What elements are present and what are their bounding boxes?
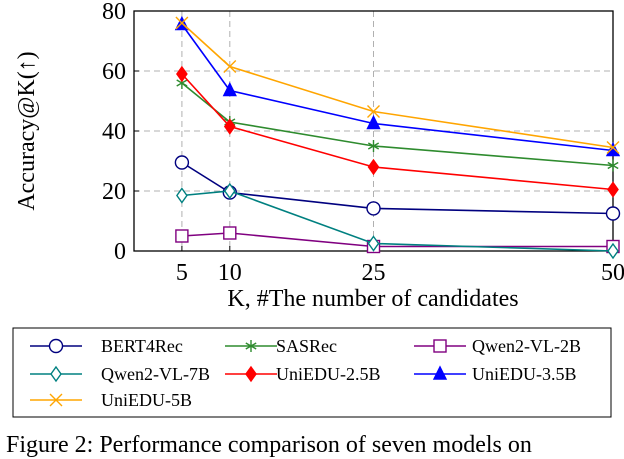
y-tick-label: 20 [102, 179, 126, 205]
y-axis-label: Accuracy@K(↑) [14, 51, 40, 210]
data-point [223, 60, 237, 73]
legend-label: UniEDU-5B [101, 390, 192, 410]
series-uniedu-2-5b [176, 65, 619, 198]
series-line [181, 82, 614, 167]
y-tick-label: 0 [114, 239, 126, 265]
legend-item-qwen2-vl-7b: Qwen2-VL-7B [30, 364, 210, 384]
legend-label: Qwen2-VL-7B [101, 364, 210, 384]
legend-label: Qwen2-VL-2B [472, 336, 581, 356]
data-point [367, 105, 380, 118]
data-point [366, 201, 381, 216]
data-point [367, 158, 380, 176]
data-point [606, 141, 620, 154]
legend-label: BERT4Rec [101, 336, 183, 356]
legend-marker [432, 365, 448, 380]
legend-item-qwen2-vl-2b: Qwen2-VL-2B [414, 336, 581, 356]
series-uniedu-5b [175, 16, 620, 154]
data-point [367, 140, 380, 152]
series-qwen2-vl-7b [176, 182, 619, 260]
series-bert4rec [174, 155, 621, 221]
series-line [181, 190, 614, 252]
series-group [174, 15, 621, 260]
y-tick-label: 60 [102, 59, 126, 85]
x-axis-label: K, #The number of candidates [227, 286, 518, 312]
legend-frame [12, 327, 612, 418]
x-tick-label: 25 [362, 260, 386, 286]
y-tick-label: 80 [102, 0, 126, 25]
data-point [176, 65, 188, 83]
legend-marker [245, 340, 257, 352]
data-point [223, 118, 236, 135]
y-tick-label: 40 [102, 119, 126, 145]
legend-item-uniedu-3-5b: UniEDU-3.5B [414, 364, 577, 384]
legend-label: UniEDU-2.5B [276, 364, 381, 384]
x-tick-label: 5 [176, 260, 188, 286]
series-sasrec [176, 77, 619, 172]
legend-item-bert4rec: BERT4Rec [30, 336, 183, 356]
legend: BERT4Rec SASRec Qwen2-VL-2B Qwen2-VL-7B UniE… [12, 327, 612, 418]
legend-item-uniedu-5b: UniEDU-5B [30, 390, 192, 410]
data-point [176, 187, 188, 204]
legend-marker [245, 365, 257, 383]
data-point [175, 229, 189, 243]
figure-caption: Figure 2: Performance comparison of seve… [6, 432, 532, 458]
legend-marker [50, 365, 62, 383]
series-line [181, 73, 614, 191]
data-point [222, 81, 237, 97]
series-line [181, 161, 614, 215]
legend-label: UniEDU-3.5B [472, 364, 577, 384]
line-chart: 5 10 25 50 0 20 40 60 80 K, #The number of candi… [12, 0, 624, 418]
data-point [605, 206, 621, 221]
data-point [605, 141, 621, 157]
data-point [607, 181, 619, 198]
legend-marker [433, 339, 447, 353]
data-point [175, 16, 189, 30]
axis-ticks: 5 10 25 50 0 20 40 60 80 [102, 0, 624, 286]
data-point [223, 182, 236, 200]
legend-item-sasrec: SASRec [225, 336, 337, 356]
data-point [367, 235, 380, 252]
x-tick-label: 50 [601, 260, 624, 286]
series-line [181, 24, 614, 152]
data-point [366, 114, 381, 130]
legend-marker [48, 338, 64, 354]
x-tick-label: 10 [218, 260, 242, 286]
legend-item-uniedu-2-5b: UniEDU-2.5B [225, 364, 381, 384]
legend-label: SASRec [276, 336, 337, 356]
legend-marker [49, 393, 63, 407]
data-point [174, 155, 190, 170]
data-point [223, 226, 237, 240]
data-point [607, 242, 619, 260]
series-uniedu-3-5b [174, 15, 621, 157]
series-line [181, 22, 614, 149]
data-point [607, 159, 619, 172]
